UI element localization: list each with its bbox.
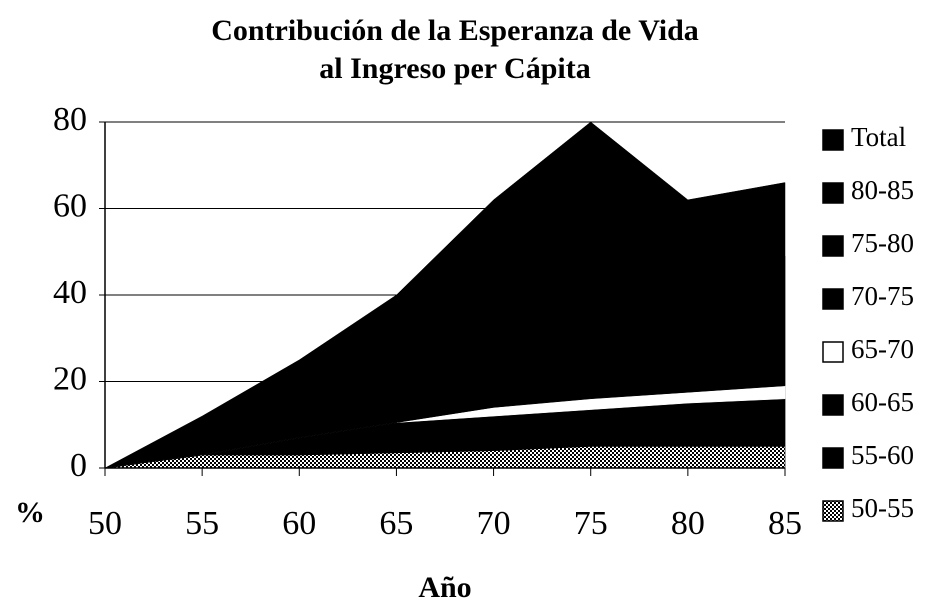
legend-swatch	[822, 235, 844, 257]
y-tick-label: 40	[53, 274, 87, 311]
legend-swatch	[822, 394, 844, 416]
x-tick-label: 65	[379, 505, 413, 542]
legend-swatch	[822, 447, 844, 469]
legend-swatch	[822, 182, 844, 204]
legend-label: 65-70	[851, 334, 914, 364]
legend-label: 80-85	[851, 175, 914, 205]
legend-swatch	[822, 288, 844, 310]
legend-swatch	[822, 129, 844, 151]
chart-title: al Ingreso per Cápita	[319, 52, 590, 85]
legend-label: 70-75	[851, 281, 914, 311]
x-axis-label: Año	[418, 571, 471, 604]
y-tick-label: 0	[70, 447, 87, 484]
x-tick-label: 80	[671, 505, 705, 542]
y-tick-label: 80	[53, 101, 87, 138]
legend-label: 55-60	[851, 440, 914, 470]
area	[104, 255, 786, 469]
legend-swatch	[822, 341, 844, 363]
x-tick-label: 50	[88, 505, 122, 542]
legend-label: 50-55	[851, 493, 914, 523]
x-tick-label: 70	[477, 505, 511, 542]
y-axis-label: %	[15, 496, 45, 529]
legend-label: Total	[851, 122, 906, 152]
x-tick-label: 75	[574, 505, 608, 542]
legend-swatch	[822, 500, 844, 522]
y-tick-label: 60	[53, 187, 87, 224]
legend-label: 60-65	[851, 387, 914, 417]
y-tick-label: 20	[53, 360, 87, 397]
x-tick-label: 60	[282, 505, 316, 542]
legend-label: 75-80	[851, 228, 914, 258]
x-tick-label: 55	[185, 505, 219, 542]
chart-title: Contribución de la Esperanza de Vida	[211, 14, 699, 47]
x-tick-label: 85	[768, 505, 802, 542]
